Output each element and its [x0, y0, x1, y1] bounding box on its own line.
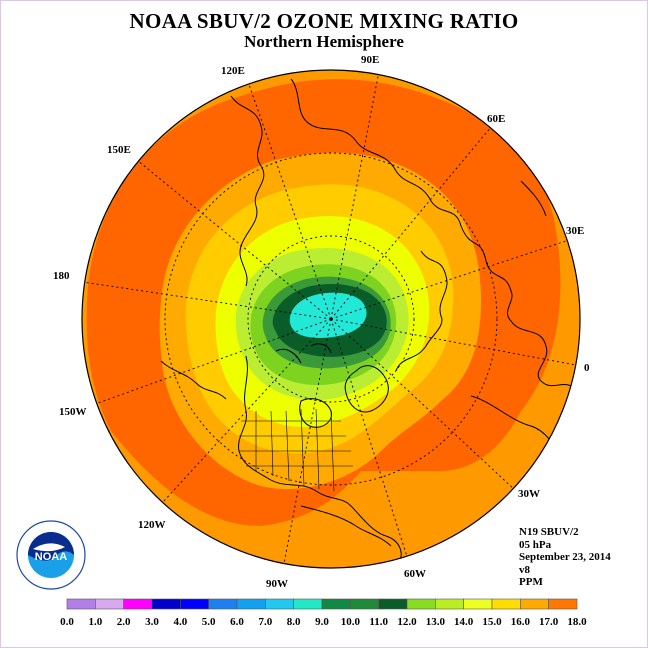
coastline-hudson: [299, 398, 332, 428]
coastlines: [160, 78, 572, 567]
colorbar-swatch: [151, 598, 181, 610]
info-instrument: N19 SBUV/2: [519, 526, 579, 538]
coastline-europe: [395, 250, 448, 372]
colorbar-tick-label: 6.0: [230, 616, 244, 628]
lon-label-120w: 120W: [138, 519, 166, 531]
colorbar-tick-label: 15.0: [482, 616, 502, 628]
colorbar-swatch: [123, 598, 153, 610]
lon-label-90e: 90E: [361, 54, 379, 66]
colorbar-swatch: [520, 598, 549, 610]
colorbar-swatch: [435, 598, 464, 610]
colorbar-tick-label: 3.0: [145, 616, 159, 628]
chart-subtitle: Northern Hemisphere: [244, 32, 404, 51]
lon-label-60w: 60W: [404, 568, 426, 580]
colorbar-swatch: [548, 598, 578, 610]
info-date: September 23, 2014: [519, 551, 611, 563]
logo-text: NOAA: [35, 551, 67, 563]
lon-label-0: 0: [584, 362, 590, 374]
colorbar-swatch: [208, 598, 238, 610]
lon-label-180: 180: [53, 270, 70, 282]
chart-title: NOAA SBUV/2 OZONE MIXING RATIO: [129, 9, 519, 33]
lon-label-60e: 60E: [487, 113, 505, 125]
coastline-asia-east: [230, 95, 265, 287]
coastline-india: [520, 180, 547, 217]
colorbar-tick-label: 11.0: [369, 616, 388, 628]
colorbar: 0.0 1.0 2.0 3.0 4.0 5.0 6.0 7.0 8.0 9.0 10.0 11.0 12…: [60, 598, 587, 628]
colorbar-swatch: [66, 598, 96, 610]
colorbar-swatch: [265, 598, 294, 610]
colorbar-tick-label: 12.0: [397, 616, 417, 628]
colorbar-tick-label: 1.0: [88, 616, 102, 628]
colorbar-tick-label: 5.0: [202, 616, 216, 628]
lon-label-30e: 30E: [566, 225, 584, 237]
info-version: v8: [519, 563, 530, 576]
coastline-arctic-islands: [275, 343, 332, 364]
colorbar-swatch: [406, 598, 436, 610]
coastline-greenland: [344, 365, 389, 413]
colorbar-swatch: [293, 598, 323, 610]
coastline-eurasia: [290, 78, 572, 387]
colorbar-swatch: [95, 598, 124, 610]
info-units: PPM: [519, 576, 543, 588]
colorbar-tick-label: 14.0: [454, 616, 474, 628]
lon-label-30w: 30W: [518, 488, 540, 500]
lon-label-90w: 90W: [266, 578, 288, 590]
colorbar-tick-label: 13.0: [426, 616, 446, 628]
lon-label-150w: 150W: [59, 406, 87, 418]
info-block: N19 SBUV/2 05 hPa September 23, 2014 v8 …: [519, 526, 611, 589]
colorbar-tick-label: 8.0: [287, 616, 301, 628]
colorbar-swatch: [463, 598, 493, 610]
colorbar-tick-label: 2.0: [117, 616, 131, 628]
noaa-logo: NOAA: [15, 519, 87, 596]
colorbar-swatch: [321, 598, 351, 610]
colorbar-tick-label: 18.0: [567, 616, 587, 628]
colorbar-tick-label: 9.0: [315, 616, 329, 628]
colorbar-tick-label: 17.0: [539, 616, 559, 628]
graticule: [82, 70, 580, 568]
colorbar-swatch: [236, 598, 266, 610]
colorbar-tick-label: 16.0: [511, 616, 531, 628]
colorbar-swatch: [378, 598, 408, 610]
coastline-alaska: [160, 360, 227, 400]
colorbar-tick-label: 4.0: [173, 616, 187, 628]
colorbar-tick-label: 10.0: [341, 616, 361, 628]
info-level: 05 hPa: [519, 538, 552, 551]
band-core: [289, 292, 367, 338]
colorbar-swatch: [350, 598, 379, 610]
lon-label-120e: 120E: [221, 65, 245, 77]
coastline-north-america: [238, 355, 402, 567]
colorbar-swatch: [491, 598, 521, 610]
colorbar-swatch: [180, 598, 209, 610]
coastline-caribbean: [300, 505, 392, 547]
lon-label-150e: 150E: [107, 144, 131, 156]
us-state-grid: [239, 408, 353, 492]
colorbar-tick-label: 7.0: [258, 616, 272, 628]
map-boundary: [81, 69, 581, 569]
colorbar-tick-label: 0.0: [60, 616, 74, 628]
